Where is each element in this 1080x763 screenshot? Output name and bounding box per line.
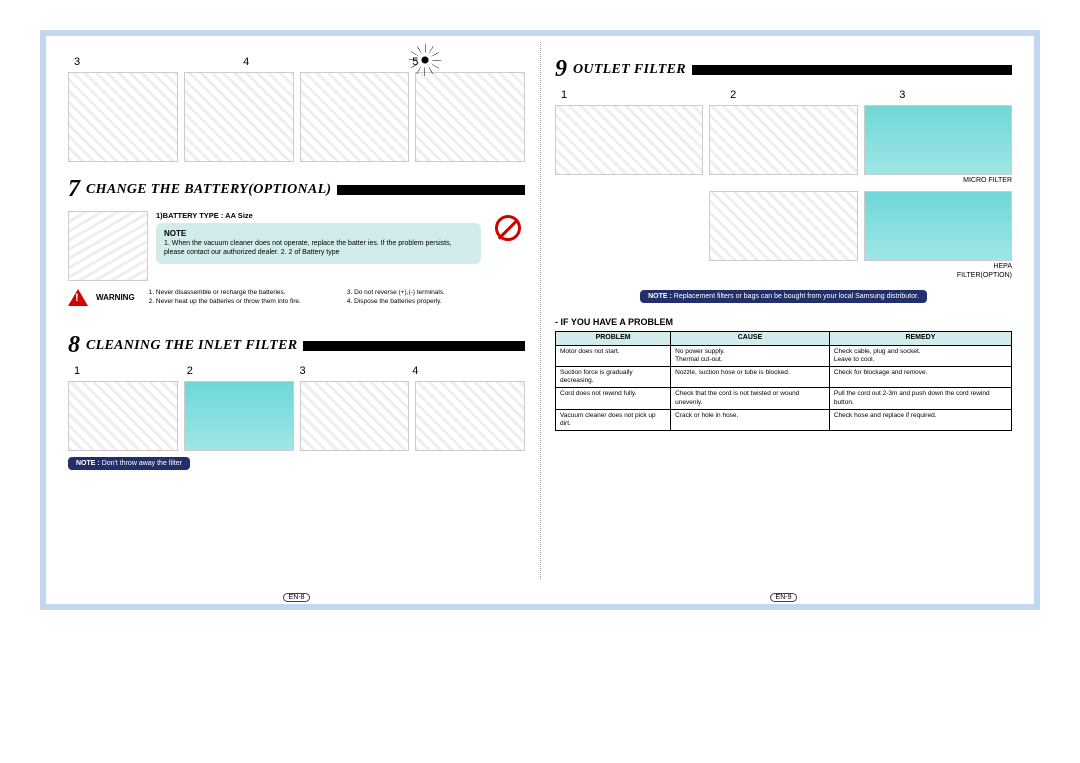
table-cell: Pull the cord out 2-3m and push down the… [829,388,1011,409]
section-bar [692,65,1012,75]
table-cell: Crack or hole in hose. [671,409,830,430]
step-num: 3 [899,89,1006,101]
battery-block: 1)BATTERY TYPE : AA Size NOTE 1. When th… [68,211,525,281]
micro-filter-label: MICRO FILTER [555,177,1012,185]
table-cell: No power supply. Thermal cut-out. [671,345,830,366]
step-num: 3 [74,56,181,68]
note-pill: NOTE : Don't throw away the filter [68,457,190,470]
col-problem: PROBLEM [556,332,671,346]
illustration [300,72,410,162]
col-cause: CAUSE [671,332,830,346]
note-pill-label: NOTE : [648,293,672,300]
page-right: 9 OUTLET FILTER 1 2 3 MICRO FILTER [555,56,1012,584]
illustration [415,381,525,451]
table-cell: Motor does not start. [556,345,671,366]
page-left: 3 4 5 7 CHANGE THE BATTERY(OPTIONAL) [68,56,525,584]
handle-illustration [68,211,148,281]
note-box: NOTE 1. When the vacuum cleaner does not… [156,223,481,264]
note-pill: NOTE : Replacement filters or bags can b… [640,290,927,303]
inlet-illustrations [68,381,525,451]
warning-row: WARNING 1. Never disassemble or recharge… [68,289,525,306]
section-number: 9 [555,56,567,83]
section-title: CHANGE THE BATTERY(OPTIONAL) [86,182,331,198]
inlet-note: NOTE : Don't throw away the filter [68,457,525,470]
section-number: 7 [68,176,80,203]
note-pill-text: Replacement filters or bags can be bough… [674,293,919,300]
table-cell: Nozzle, suction hose or tube is blocked. [671,367,830,388]
step-num: 4 [243,56,350,68]
illustration [709,105,857,175]
outlet-illus-row-1 [555,105,1012,175]
table-cell: Check for blockage and remove. [829,367,1011,388]
table-cell: Cord does not rewind fully. [556,388,671,409]
warning-triangle-icon [68,289,88,306]
step-num: 1 [561,89,668,101]
page-divider [540,42,541,579]
illustration-hepa-filter [864,191,1012,261]
top-illustrations [68,72,525,162]
table-cell: Check hose and replace if required. [829,409,1011,430]
illustration [68,72,178,162]
illustration [300,381,410,451]
section-bar [303,341,525,351]
section-bar [337,185,525,195]
step-num: 2 [730,89,837,101]
table-row: Suction force is gradually decreasing.No… [556,367,1012,388]
section-title: OUTLET FILTER [573,62,686,78]
outlet-note: NOTE : Replacement filters or bags can b… [555,290,1012,303]
illustration [68,381,178,451]
note-pill-text: Don't throw away the filter [102,460,182,467]
table-cell: Suction force is gradually decreasing. [556,367,671,388]
page-number-right: EN-9 [770,593,798,602]
note-pill-label: NOTE : [76,460,100,467]
battery-type-label: 1)BATTERY TYPE : AA Size [156,211,481,220]
section-8-header: 8 CLEANING THE INLET FILTER [68,332,525,359]
inlet-step-numbers: 1 2 3 4 [68,365,525,377]
illustration [415,72,525,162]
step-num: 1 [74,365,181,377]
illustration [555,105,703,175]
outlet-step-numbers: 1 2 3 [555,89,1012,101]
step-num: 4 [412,365,519,377]
section-9-header: 9 OUTLET FILTER [555,56,1012,83]
step-num: 3 [299,365,406,377]
table-cell: Check that the cord is not twisted or wo… [671,388,830,409]
problem-table-body: Motor does not start.No power supply. Th… [556,345,1012,430]
table-cell: Check cable, plug and socket. Leave to c… [829,345,1011,366]
warning-text-b: 3. Do not reverse (+),(-) terminals. 4. … [347,289,525,306]
hepa-filter-label: HEPA FILTER(OPTION) [555,263,1012,280]
table-header-row: PROBLEM CAUSE REMEDY [556,332,1012,346]
warning-text-a: 1. Never disassemble or recharge the bat… [149,289,327,306]
warning-label: WARNING [96,293,135,302]
top-step-numbers: 3 4 5 [68,56,525,68]
table-row: Motor does not start.No power supply. Th… [556,345,1012,366]
step-num: 2 [187,365,294,377]
illustration [184,381,294,451]
section-title: CLEANING THE INLET FILTER [86,338,297,354]
outlet-illus-row-2 [555,191,1012,261]
illustration [709,191,857,261]
sun-icon [415,50,435,70]
warning-columns: 1. Never disassemble or recharge the bat… [149,289,525,306]
table-row: Cord does not rewind fully.Check that th… [556,388,1012,409]
page-number-left: EN-8 [283,593,311,602]
section-number: 8 [68,332,80,359]
table-cell: Vacuum cleaner does not pick up dirt. [556,409,671,430]
table-row: Vacuum cleaner does not pick up dirt.Cra… [556,409,1012,430]
section-7-header: 7 CHANGE THE BATTERY(OPTIONAL) [68,176,525,203]
illustration [184,72,294,162]
problem-table: PROBLEM CAUSE REMEDY Motor does not star… [555,331,1012,431]
problem-heading: - IF YOU HAVE A PROBLEM [555,317,1012,327]
manual-spread-frame: 3 4 5 7 CHANGE THE BATTERY(OPTIONAL) [40,30,1040,610]
note-label: NOTE [164,229,186,238]
note-text: 1. When the vacuum cleaner does not oper… [164,240,452,256]
col-remedy: REMEDY [829,332,1011,346]
prohibition-icon [495,215,521,241]
illustration-micro-filter [864,105,1012,175]
